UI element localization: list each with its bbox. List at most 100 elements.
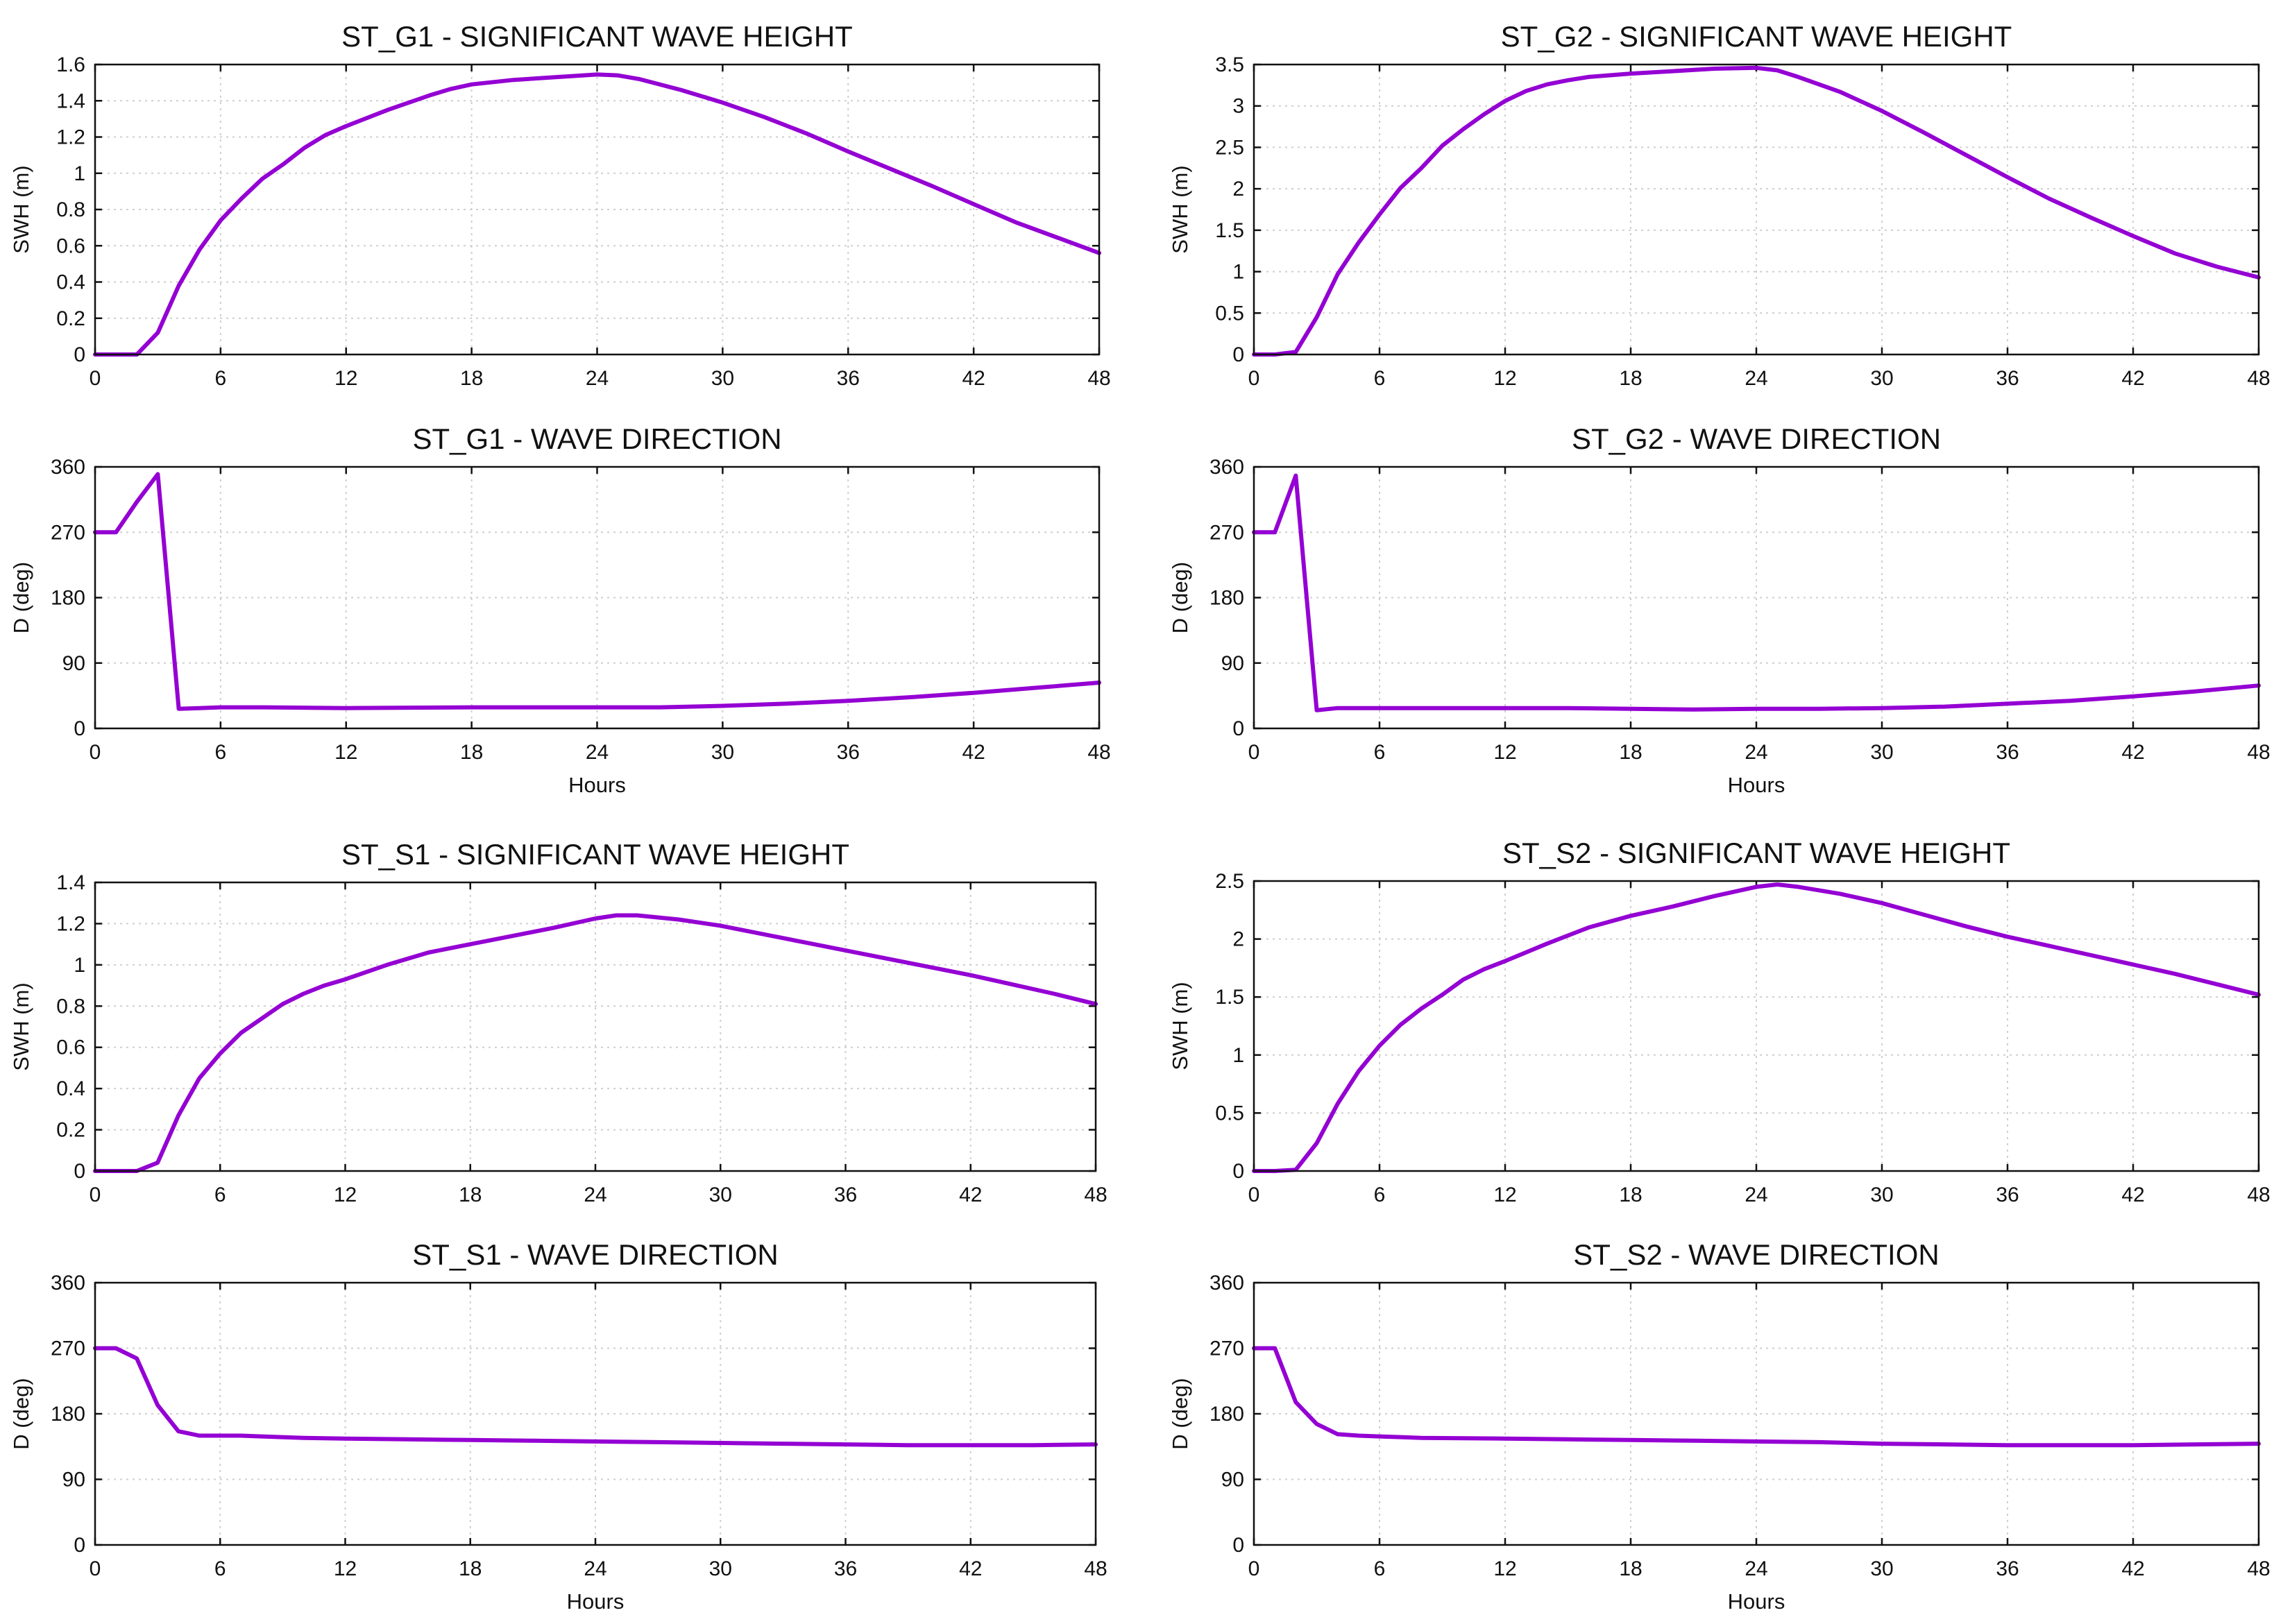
x-tick-label: 18	[459, 1557, 482, 1580]
x-tick-label: 0	[1248, 1183, 1260, 1206]
y-axis-label: D (deg)	[9, 1378, 33, 1449]
x-tick-label: 18	[1619, 1183, 1642, 1206]
series-line	[93, 913, 1098, 1173]
x-tick-label: 24	[584, 1557, 606, 1580]
x-tick-label: 12	[334, 367, 357, 390]
plot-frame	[94, 881, 1097, 1172]
x-tick-label: 6	[214, 1557, 226, 1580]
x-tick-label: 0	[1248, 741, 1260, 764]
x-tick-label: 36	[837, 741, 860, 764]
plot-frame	[1253, 465, 2260, 730]
x-tick-label: 36	[834, 1557, 857, 1580]
x-tick-label: 36	[1996, 367, 2019, 390]
y-axis-label: D (deg)	[1168, 562, 1192, 633]
y-tick-label: 0	[1232, 1534, 1244, 1557]
x-tick-label: 18	[1619, 741, 1642, 764]
x-tick-label: 18	[460, 367, 483, 390]
x-tick-label: 0	[90, 741, 101, 764]
y-tick-label: 180	[51, 1403, 85, 1426]
chart-s2-swh: 0 6 12 18 24 30 36 42 48 0 0.5 1 1.5 2 2.5 ST_S2 - SIGN…	[1168, 837, 2271, 1206]
x-tick-label: 42	[962, 741, 985, 764]
x-tick-label: 12	[1493, 1183, 1516, 1206]
y-axis-label: D (deg)	[9, 562, 33, 633]
y-axis-label: D (deg)	[1168, 1378, 1192, 1449]
y-axis-label: SWH (m)	[1168, 165, 1192, 253]
chart-title: ST_G2 - WAVE DIRECTION	[1572, 422, 1941, 455]
x-tick-label: 36	[1996, 741, 2019, 764]
y-tick-label: 0.4	[56, 1077, 85, 1100]
y-tick-label: 1	[74, 954, 85, 977]
y-tick-label: 360	[1210, 1272, 1244, 1294]
x-tick-label: 30	[711, 367, 734, 390]
x-tick-label: 30	[1870, 1557, 1893, 1580]
y-tick-label: 0	[74, 343, 85, 366]
series-line	[1252, 1346, 2261, 1448]
y-tick-label: 2	[1232, 178, 1244, 200]
x-tick-label: 6	[215, 367, 227, 390]
x-tick-label: 0	[90, 1557, 101, 1580]
y-tick-label: 1.2	[56, 126, 85, 149]
y-tick-label: 1.5	[1215, 219, 1244, 242]
plot-frame	[1253, 63, 2260, 356]
x-tick-label: 6	[214, 1183, 226, 1206]
series-line	[1252, 65, 2261, 357]
x-tick-label: 36	[1996, 1183, 2019, 1206]
y-tick-label: 1	[74, 162, 85, 185]
y-tick-label: 2.5	[1215, 870, 1244, 893]
x-tick-label: 30	[711, 741, 734, 764]
chart-title: ST_G1 - SIGNIFICANT WAVE HEIGHT	[341, 20, 853, 53]
chart-s1-swh: 0 6 12 18 24 30 36 42 48 0 0.2 0.4 0.6 0.8 1 1.2 1.4 ST_S…	[9, 838, 1107, 1206]
y-tick-label: 3.5	[1215, 53, 1244, 76]
y-tick-label: 1.4	[56, 871, 85, 894]
chart-title: ST_S1 - WAVE DIRECTION	[412, 1238, 778, 1271]
x-tick-label: 48	[2247, 741, 2270, 764]
x-tick-label: 6	[1374, 741, 1386, 764]
x-tick-label: 0	[1248, 1557, 1260, 1580]
x-axis-label: Hours	[568, 773, 626, 797]
y-tick-label: 0.8	[56, 198, 85, 221]
y-tick-label: 0.4	[56, 271, 85, 294]
x-tick-label: 30	[1870, 741, 1893, 764]
x-tick-label: 12	[334, 741, 357, 764]
plot-frame	[1253, 1281, 2260, 1546]
y-tick-label: 180	[51, 587, 85, 610]
y-axis-label: SWH (m)	[9, 982, 33, 1070]
x-tick-label: 24	[1745, 741, 1767, 764]
x-tick-label: 42	[959, 1557, 982, 1580]
x-tick-label: 18	[460, 741, 483, 764]
x-tick-label: 0	[1248, 367, 1260, 390]
x-tick-label: 24	[584, 1183, 606, 1206]
plot-frame	[94, 63, 1101, 356]
plot-frame	[1253, 880, 2260, 1172]
y-tick-label: 0.8	[56, 995, 85, 1018]
y-axis-label: SWH (m)	[1168, 982, 1192, 1070]
x-axis-label: Hours	[1728, 773, 1785, 797]
y-tick-label: 180	[1210, 1403, 1244, 1426]
y-tick-label: 0.5	[1215, 1102, 1244, 1125]
x-tick-label: 36	[834, 1183, 857, 1206]
x-tick-label: 42	[2121, 741, 2144, 764]
x-tick-label: 30	[709, 1183, 732, 1206]
y-tick-label: 0.6	[56, 1036, 85, 1059]
x-tick-label: 42	[2121, 1557, 2144, 1580]
y-tick-label: 90	[1221, 1469, 1244, 1491]
chart-title: ST_G2 - SIGNIFICANT WAVE HEIGHT	[1501, 20, 2012, 53]
y-tick-label: 0.6	[56, 234, 85, 257]
y-tick-label: 0	[74, 1534, 85, 1557]
chart-g1-swh: 0 6 12 18 24 30 36 42 48 0 0.2 0.4 0.6 0.8 1 1.2 1.4 1.6 S…	[9, 20, 1111, 390]
x-axis-label: Hours	[1728, 1589, 1785, 1614]
x-tick-label: 6	[1374, 1557, 1386, 1580]
y-tick-label: 1.6	[56, 53, 85, 76]
y-tick-label: 0	[1232, 717, 1244, 740]
x-tick-label: 24	[1745, 367, 1767, 390]
x-tick-label: 30	[1870, 367, 1893, 390]
chart-s2-dir: 0 6 12 18 24 30 36 42 48 0 90 180 270 360 ST_S2 - WAVE…	[1168, 1238, 2271, 1614]
y-tick-label: 1	[1232, 261, 1244, 284]
x-tick-label: 48	[1087, 741, 1110, 764]
y-tick-label: 270	[51, 1337, 85, 1360]
x-tick-label: 36	[837, 367, 860, 390]
x-tick-label: 18	[1619, 367, 1642, 390]
chart-g2-dir: 0 6 12 18 24 30 36 42 48 0 90 180 270 360 ST_G2 - WAVE…	[1168, 422, 2271, 797]
y-tick-label: 1	[1232, 1044, 1244, 1067]
y-tick-label: 90	[1221, 652, 1244, 675]
